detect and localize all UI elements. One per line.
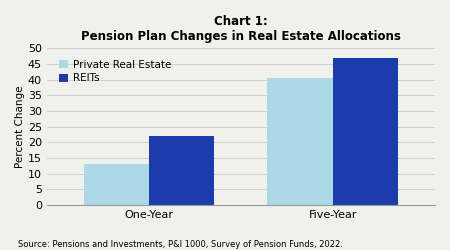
Bar — [333, 58, 398, 205]
Legend: Private Real Estate, REITs: Private Real Estate, REITs — [56, 57, 174, 86]
Title: Chart 1:
Pension Plan Changes in Real Estate Allocations: Chart 1: Pension Plan Changes in Real Es… — [81, 15, 401, 43]
Bar — [149, 136, 214, 205]
Y-axis label: Percent Change: Percent Change — [15, 86, 25, 168]
Bar — [84, 164, 149, 205]
Bar — [267, 78, 333, 205]
Text: Source: Pensions and Investments, P&I 1000, Survey of Pension Funds, 2022.: Source: Pensions and Investments, P&I 10… — [18, 240, 343, 249]
